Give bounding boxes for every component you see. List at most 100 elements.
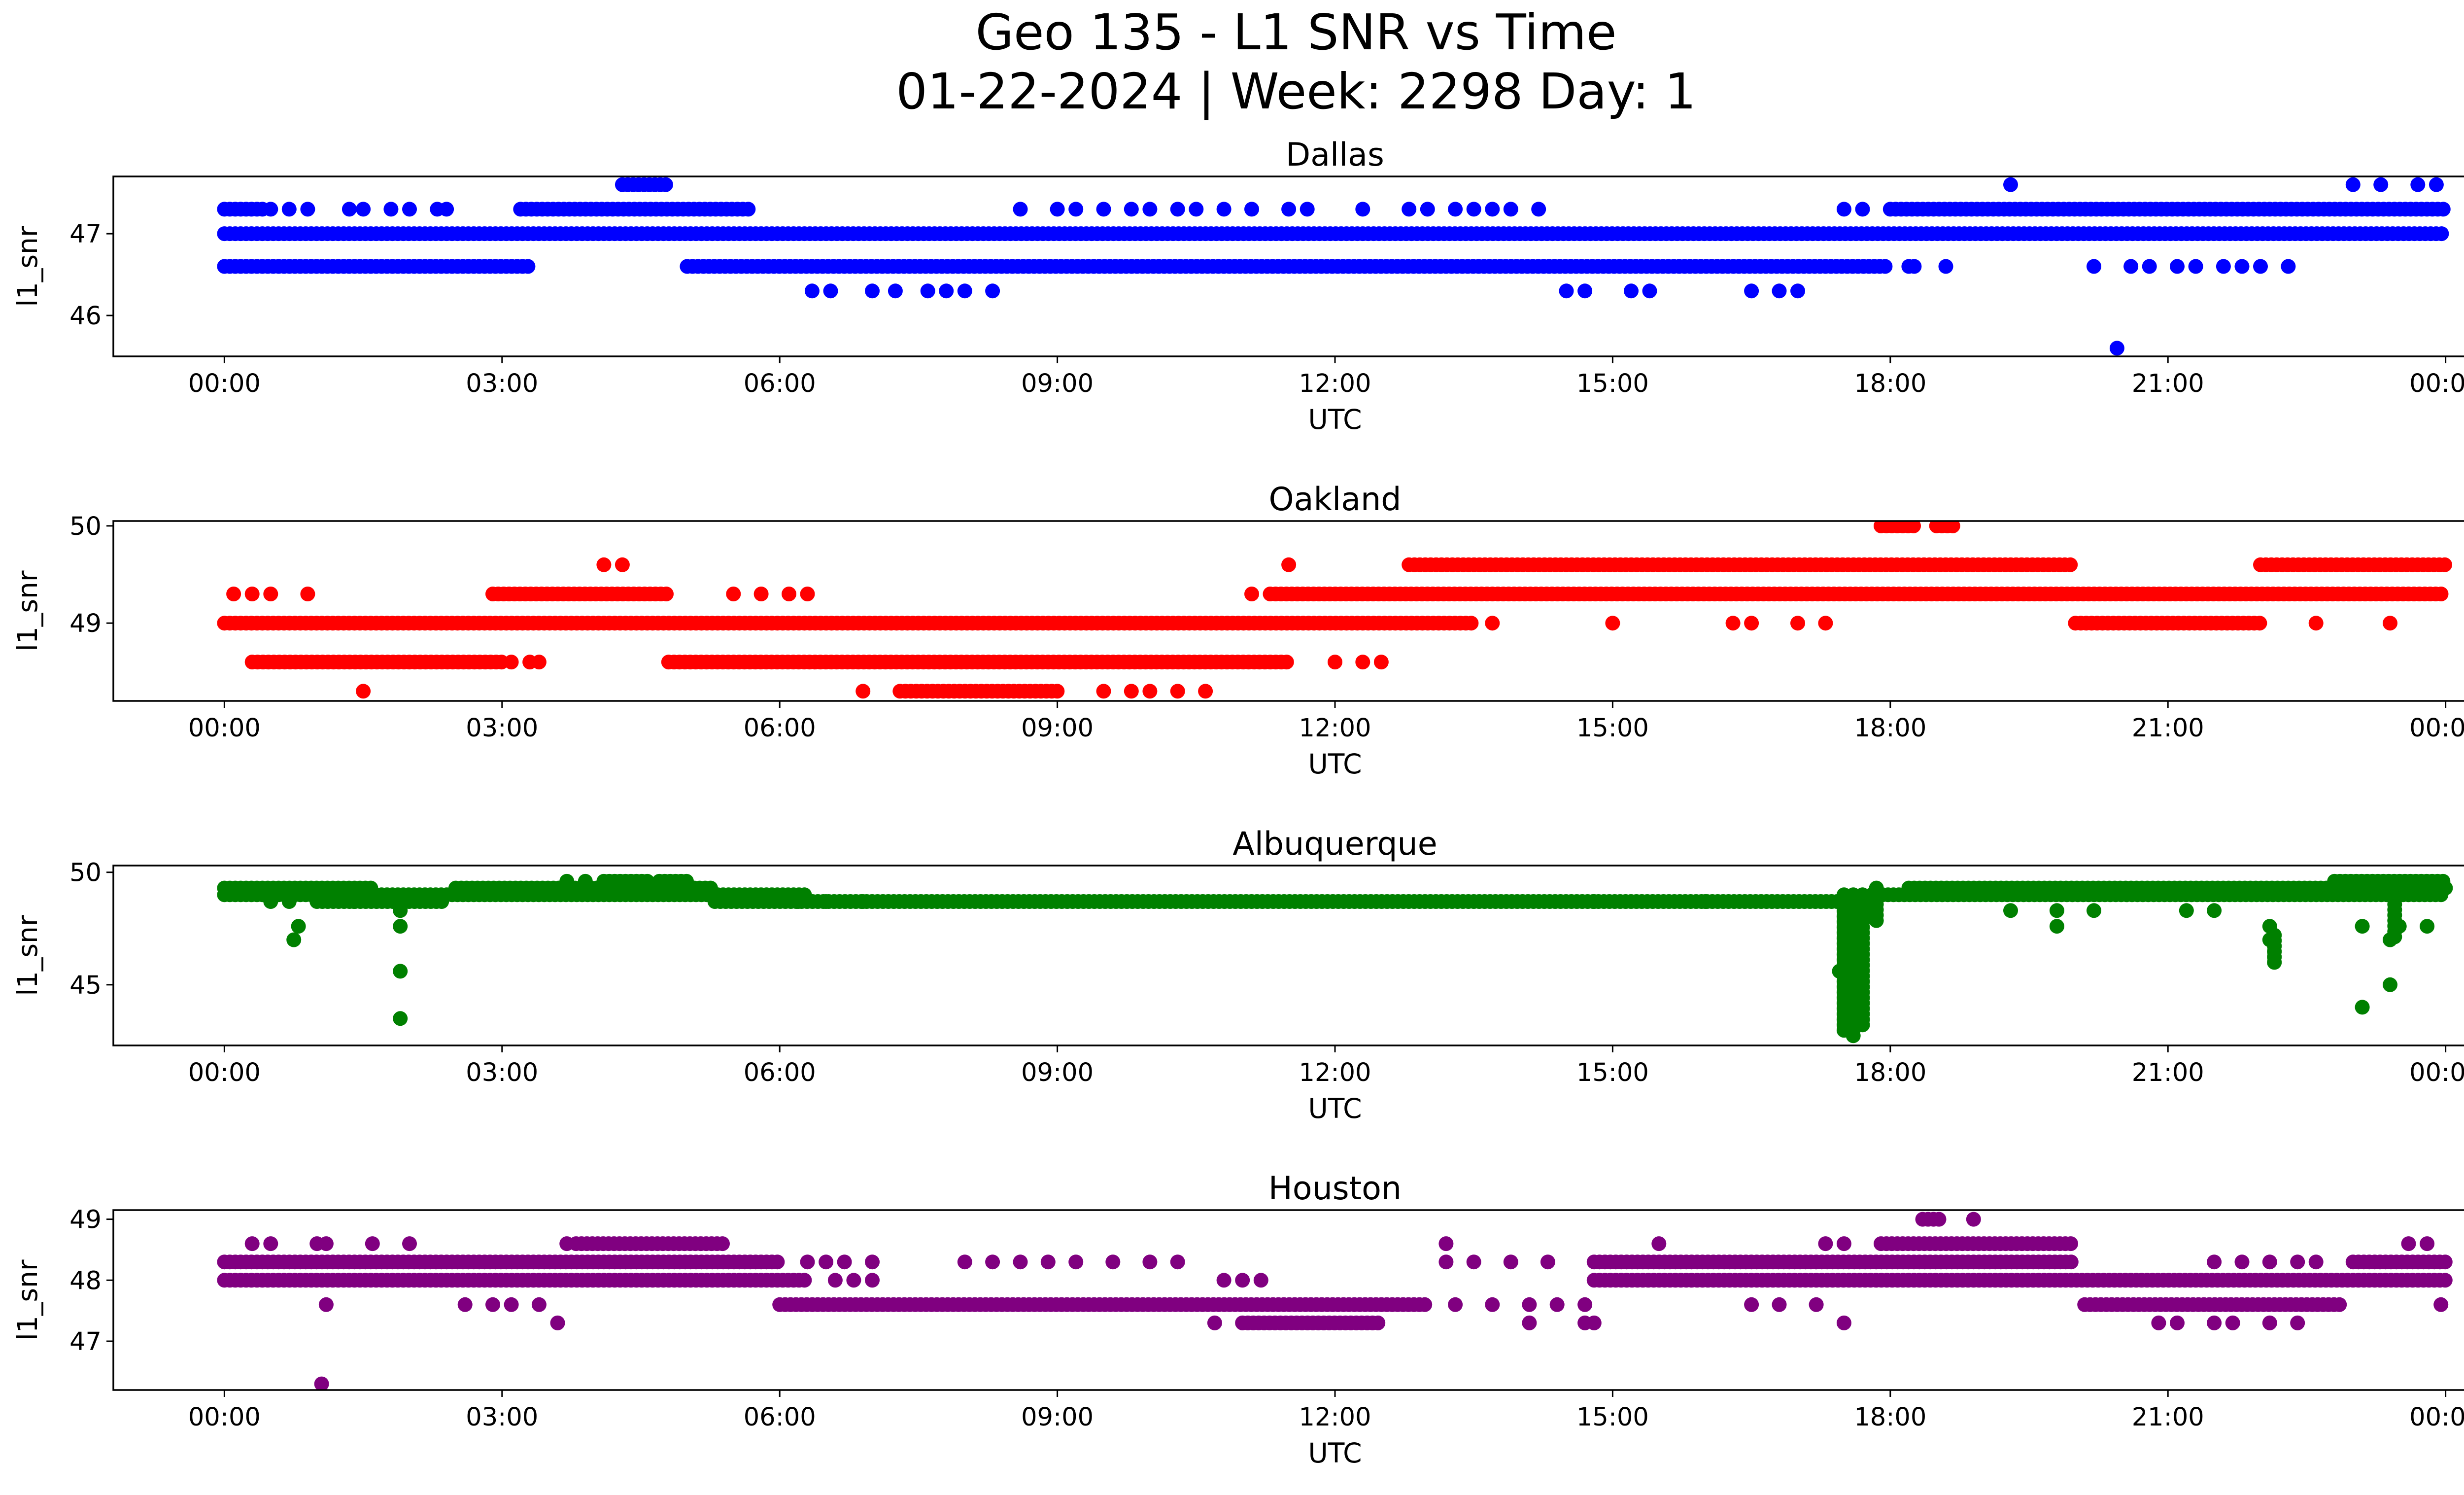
data-point [2345,177,2361,192]
data-point [2308,616,2324,631]
data-point [782,587,796,601]
data-point [856,894,871,909]
data-point [1096,202,1111,217]
data-point [2234,259,2250,274]
data-point [1966,1212,1981,1227]
data-point [819,894,834,909]
subplot-dallas: Dallas 00:00 03:00 06:00 09:00 12:00 15:00 18:0… [12,137,2464,435]
x-tick-label: 03:00 [466,1403,538,1432]
data-point [1869,913,1884,928]
data-point [1216,202,1232,217]
data-point [2308,1254,2324,1270]
data-point [383,202,399,217]
data-point [2087,903,2101,918]
data-point [393,1011,408,1026]
data-point [1279,655,1294,670]
data-point [1466,202,1481,217]
data-point [1624,283,1639,299]
data-point [865,283,880,299]
data-point [1836,1236,1851,1252]
data-point [550,1315,565,1330]
data-point [2063,1236,2078,1252]
data-point [2109,341,2124,356]
data-markers [217,177,2451,356]
data-point [2049,903,2064,918]
data-point [1050,684,1065,699]
data-point [1846,1028,1861,1043]
data-point [1522,1297,1537,1312]
subplot-oakland: Oakland 00:00 03:00 06:00 09:00 12:00 15:00 18:… [12,481,2464,780]
y-tick-label: 50 [69,859,102,888]
data-point [1253,1273,1268,1288]
data-point [346,894,362,909]
data-point [2433,1297,2449,1312]
data-point [837,1254,852,1270]
data-point [1522,1315,1537,1330]
data-point [1931,1212,1947,1227]
data-point [2387,929,2402,944]
data-point [800,587,815,601]
data-point [2063,1254,2079,1270]
data-point [596,557,612,572]
data-point [1772,1297,1787,1312]
data-point [2207,1254,2222,1270]
data-point [559,1236,575,1252]
data-point [2170,259,2185,274]
data-point [2003,903,2018,918]
data-point [1577,1297,1593,1312]
data-point [770,1254,785,1270]
data-point [559,873,575,889]
subplot-panels: Dallas 00:00 03:00 06:00 09:00 12:00 15:00 18:0… [12,137,2464,1469]
data-point [1244,587,1259,601]
data-point [2267,955,2282,970]
data-point [1818,616,1833,631]
data-point [1438,1236,1454,1252]
data-point [957,1254,972,1270]
data-point [356,684,371,699]
data-point [1417,1297,1433,1312]
data-point [856,684,871,699]
data-point [1170,1254,1185,1270]
x-tick-label: 09:00 [1021,714,1094,743]
data-point [640,873,655,889]
data-point [2373,177,2389,192]
data-point [1818,1236,1833,1252]
data-point [2420,1236,2435,1252]
data-point [2003,177,2018,192]
data-point [2063,557,2078,572]
data-point [797,1273,812,1288]
data-point [393,903,408,918]
data-point [531,655,547,670]
data-point [2216,259,2231,274]
figure-title-line1: Geo 135 - L1 SNR vs Time [976,3,1617,61]
data-point [1577,283,1593,299]
data-point [658,177,673,192]
data-point [318,1236,334,1252]
data-point [1698,894,1713,909]
x-tick-label: 12:00 [1299,714,1371,743]
x-tick-label: 00:00 [2409,1403,2464,1432]
data-point [1559,283,1574,299]
data-point [615,557,630,572]
y-tick-label: 47 [69,1327,102,1356]
data-point [957,283,972,299]
data-point [985,1254,1000,1270]
data-point [2179,903,2194,918]
data-point [679,873,694,889]
y-axis-label: l1_snr [12,1259,43,1340]
data-point [365,1236,380,1252]
y-tick-label: 49 [69,1206,102,1235]
x-tick-label: 06:00 [744,714,816,743]
x-tick-label: 09:00 [1021,369,1094,398]
data-point [2433,887,2449,903]
data-point [1725,616,1741,631]
data-point [1124,202,1139,217]
data-point [263,894,278,909]
data-point [2170,1315,2185,1330]
x-tick-label: 15:00 [1576,1403,1649,1432]
data-point [1772,283,1787,299]
data-point [2332,1297,2347,1312]
data-point [819,1254,834,1270]
data-point [1485,1297,1500,1312]
data-point [2262,1315,2277,1330]
